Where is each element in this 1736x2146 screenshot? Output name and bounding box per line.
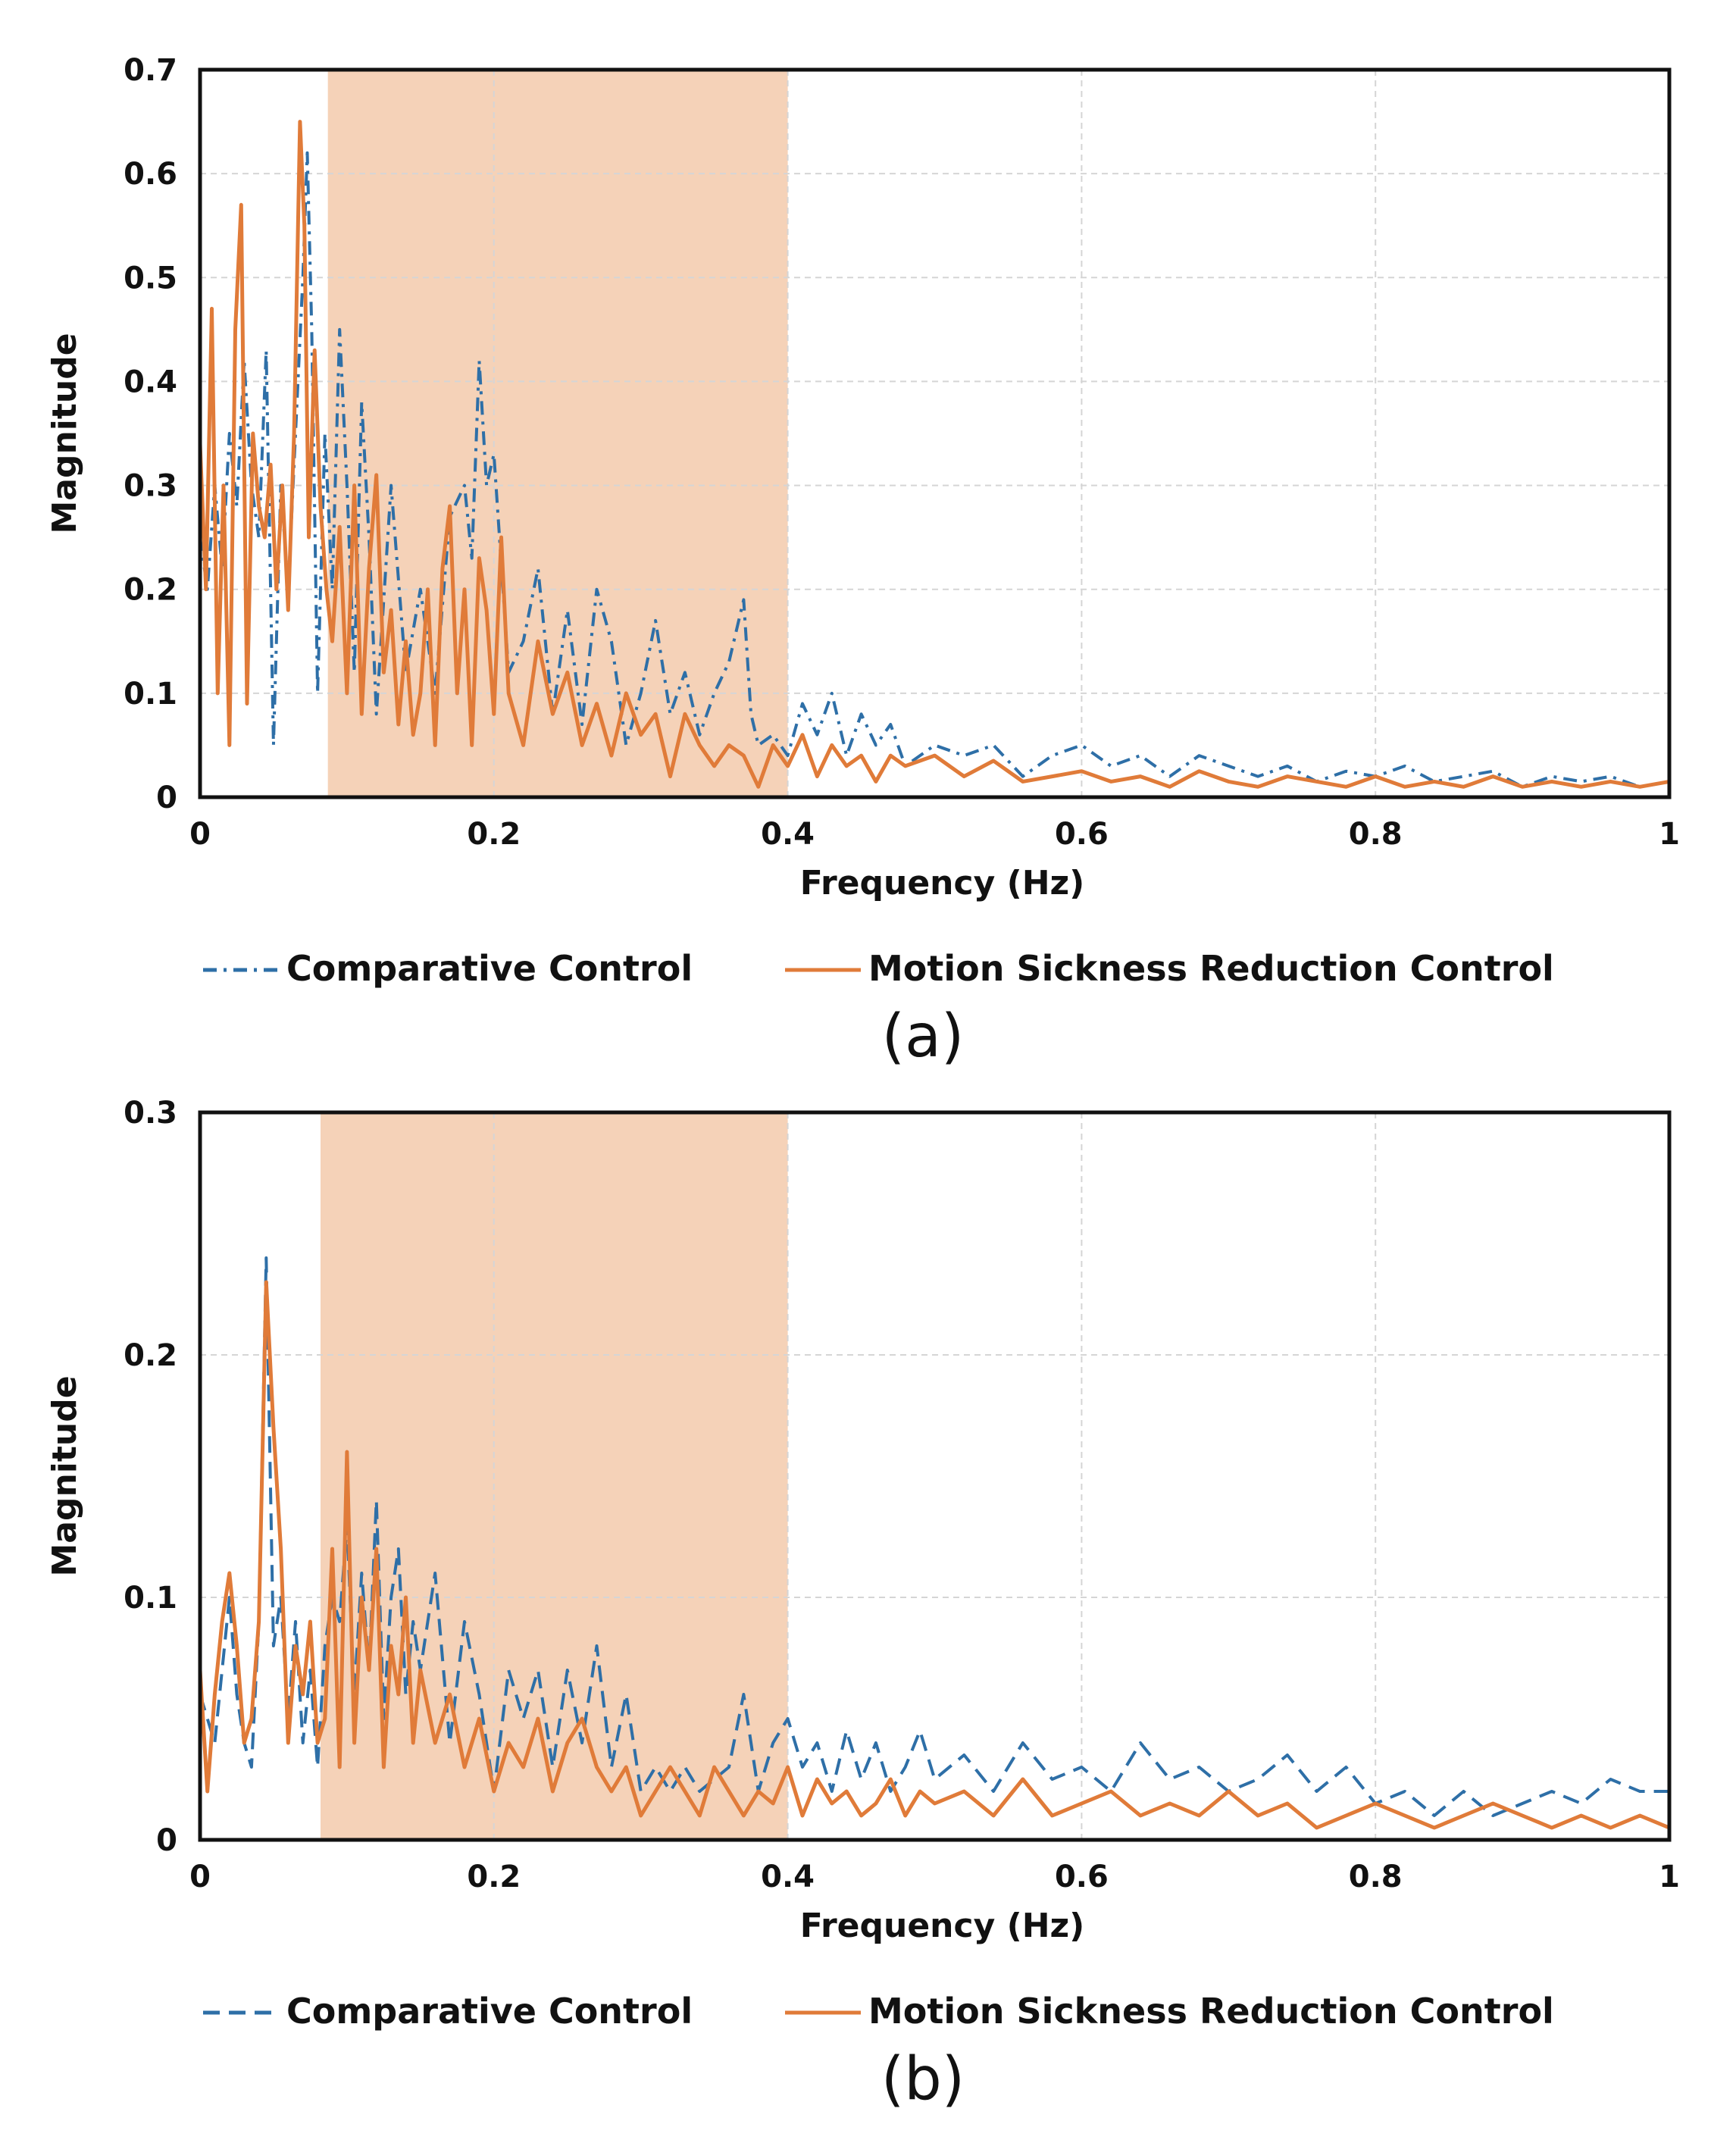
y-tick-label-a-4: 0.4 [124, 364, 177, 399]
y-tick-label-b-1: 0.1 [124, 1581, 177, 1616]
comparative-control-line-a [199, 151, 1670, 789]
x-tick-label-a-2: 0.4 [761, 817, 815, 852]
y-axis-title-a: Magnitude [45, 333, 84, 533]
series-layer-a [198, 120, 1670, 789]
legend-label-comparative-a: Comparative Control [286, 948, 693, 989]
y-tick-label-b-3: 0.3 [124, 1096, 177, 1131]
motion-sickness-line-a [198, 120, 1670, 789]
y-tick-label-a-0: 0 [156, 781, 177, 815]
x-tick-label-b-4: 0.8 [1349, 1860, 1403, 1894]
x-ticks-b: 0 0.2 0.4 0.6 0.8 1 [189, 1860, 1680, 1894]
y-tick-label-b-2: 0.2 [124, 1338, 177, 1373]
x-tick-label-a-1: 0.2 [467, 817, 521, 852]
y-ticks-b: 0 0.1 0.2 0.3 [124, 1096, 177, 1858]
legend-label-comparative-b: Comparative Control [286, 1991, 693, 2032]
gridlines-a [200, 70, 1669, 797]
x-axis-title-b: Frequency (Hz) [800, 1907, 1085, 1945]
gridlines-b [200, 1112, 1669, 1840]
x-tick-label-a-4: 0.8 [1349, 817, 1403, 852]
plot-frame-b [198, 1110, 1672, 1842]
y-tick-label-b-0: 0 [156, 1823, 177, 1858]
series-layer-b [198, 1256, 1670, 1830]
y-ticks-a: 0 0.1 0.2 0.3 0.4 0.5 0.6 0.7 [124, 53, 177, 815]
panel-a: 0 0.1 0.2 0.3 0.4 0.5 0.6 0.7 0 0.2 0.4 0.6 0.8 1 Fr… [45, 53, 1680, 1071]
legend-label-motion-sickness-a: Motion Sickness Reduction Control [868, 948, 1554, 989]
y-tick-label-a-3: 0.3 [124, 469, 177, 504]
x-ticks-a: 0 0.2 0.4 0.6 0.8 1 [189, 817, 1680, 852]
y-axis-title-b: Magnitude [45, 1375, 84, 1576]
legend-b: Comparative Control Motion Sickness Redu… [203, 1991, 1554, 2032]
legend-a: Comparative Control Motion Sickness Redu… [203, 948, 1554, 989]
y-tick-label-a-1: 0.1 [124, 677, 177, 712]
x-tick-label-b-0: 0 [189, 1860, 211, 1894]
y-tick-label-a-5: 0.5 [124, 261, 177, 296]
y-tick-label-a-6: 0.6 [124, 157, 177, 192]
x-tick-label-b-2: 0.4 [761, 1860, 815, 1894]
panel-b: 0 0.1 0.2 0.3 0 0.2 0.4 0.6 0.8 1 Frequency (Hz)… [45, 1096, 1680, 2113]
x-tick-label-b-3: 0.6 [1055, 1860, 1109, 1894]
x-tick-label-b-1: 0.2 [467, 1860, 521, 1894]
x-tick-label-a-5: 1 [1659, 817, 1680, 852]
x-tick-label-a-3: 0.6 [1055, 817, 1109, 852]
panel-label-a: (a) [882, 1003, 965, 1071]
legend-label-motion-sickness-b: Motion Sickness Reduction Control [868, 1991, 1554, 2032]
plot-frame-a [198, 67, 1672, 799]
panel-label-b: (b) [881, 2045, 965, 2113]
highlight-band-b [320, 1112, 788, 1840]
x-axis-title-a: Frequency (Hz) [800, 864, 1085, 903]
y-tick-label-a-2: 0.2 [124, 573, 177, 608]
y-tick-label-a-7: 0.7 [124, 53, 177, 88]
motion-sickness-line-b [198, 1280, 1670, 1830]
x-tick-label-a-0: 0 [189, 817, 211, 852]
x-tick-label-b-5: 1 [1659, 1860, 1680, 1894]
